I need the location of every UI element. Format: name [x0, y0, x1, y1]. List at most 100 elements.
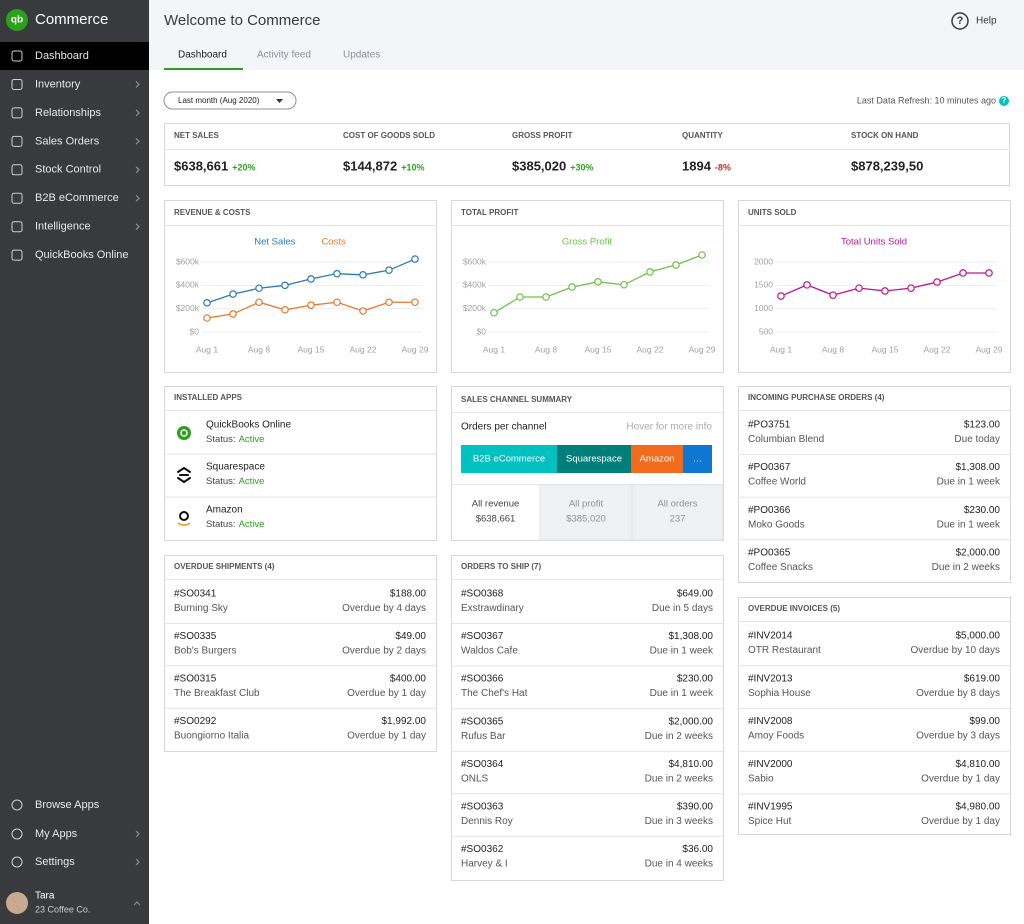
item-name: Buongiorno Italia	[174, 730, 249, 741]
x-tick-label: Aug 8	[248, 344, 270, 354]
panel	[738, 200, 1011, 373]
sidebar	[0, 0, 149, 924]
nav-item[interactable]: Sales Orders	[35, 135, 100, 147]
channel-name[interactable]: B2B eCommerce	[473, 454, 545, 465]
nav-item[interactable]: Browse Apps	[35, 799, 100, 811]
nav-item[interactable]: Stock Control	[35, 164, 101, 176]
item-name: Dennis Roy	[461, 816, 513, 827]
item-id[interactable]: #SO0364	[461, 759, 504, 770]
nav-item[interactable]: Inventory	[35, 78, 81, 90]
kpi-label: NET SALES	[174, 131, 220, 140]
chevron	[135, 166, 140, 174]
panel-title: ORDERS TO SHIP (7)	[461, 562, 542, 571]
item-id[interactable]: #PO3751	[748, 420, 791, 431]
kpi-value: $385,020	[512, 158, 566, 173]
item-status: Overdue by 1 day	[921, 816, 1000, 827]
nav-item[interactable]: Intelligence	[35, 221, 91, 233]
series-point	[385, 266, 393, 274]
panel	[164, 555, 437, 752]
app-icon	[179, 511, 189, 521]
nav-item[interactable]: Relationships	[35, 107, 102, 119]
item-name: Moko Goods	[748, 519, 805, 530]
item-id[interactable]: #SO0363	[461, 801, 504, 812]
nav-item[interactable]: QuickBooks Online	[35, 249, 129, 261]
nav-item[interactable]: B2B eCommerce	[35, 192, 119, 204]
item-id[interactable]: #PO0366	[748, 505, 791, 516]
series-point	[672, 261, 680, 269]
item-amount: $1,992.00	[382, 716, 427, 727]
item-id[interactable]: #INV2008	[748, 716, 793, 727]
item-name: Coffee World	[748, 477, 806, 488]
item-amount: $649.00	[677, 589, 714, 600]
kpi-label: QUANTITY	[682, 131, 724, 140]
kpi-value: $638,661	[174, 158, 228, 173]
x-tick-label: Aug 1	[196, 344, 218, 354]
item-id[interactable]: #SO0292	[174, 716, 217, 727]
series-point	[803, 281, 811, 289]
kpi-value: 1894	[682, 158, 712, 173]
item-id[interactable]: #INV2014	[748, 631, 793, 642]
item-amount: $4,810.00	[956, 759, 1001, 770]
nav-icon	[11, 192, 23, 204]
header	[149, 0, 1024, 70]
app-status: Active	[239, 476, 265, 487]
nav-icon	[11, 78, 23, 90]
tab[interactable]: Updates	[343, 50, 380, 61]
panel-title: REVENUE & COSTS	[174, 208, 251, 217]
series-point	[307, 275, 315, 283]
item-status: Overdue by 10 days	[911, 645, 1001, 656]
nav-item[interactable]: Settings	[35, 856, 75, 868]
x-tick-label: Aug 15	[298, 344, 325, 354]
refresh-help-icon[interactable]: ?	[1002, 96, 1007, 105]
channel-name[interactable]: …	[693, 454, 703, 465]
item-id[interactable]: #SO0366	[461, 674, 504, 685]
x-tick-label: Aug 8	[535, 344, 557, 354]
item-id[interactable]: #SO0315	[174, 673, 217, 684]
nav-icon	[11, 799, 23, 811]
chevron	[135, 81, 140, 88]
item-id[interactable]: #INV1995	[748, 802, 793, 813]
series-point	[411, 298, 419, 307]
item-id[interactable]: #SO0367	[461, 631, 504, 642]
total-cell	[631, 484, 724, 541]
item-status: Overdue by 4 days	[342, 603, 426, 614]
help-icon[interactable]: ?	[957, 15, 964, 27]
item-id[interactable]: #PO0365	[748, 547, 791, 558]
channel-name[interactable]: Squarespace	[566, 454, 622, 465]
channel-name[interactable]: Amazon	[640, 454, 675, 465]
item-id[interactable]: #SO0368	[461, 589, 504, 600]
item-id[interactable]: #PO0367	[748, 462, 791, 473]
app-status: Active	[239, 519, 265, 530]
tab[interactable]: Activity feed	[257, 50, 311, 61]
app-status: Active	[239, 434, 265, 445]
panel-title: OVERDUE INVOICES (5)	[748, 604, 840, 613]
item-id[interactable]: #INV2013	[748, 673, 793, 684]
total-cell	[539, 484, 633, 541]
help-link[interactable]: Help	[976, 16, 997, 27]
x-tick-label: Aug 29	[976, 344, 1003, 354]
app-icon-smile	[177, 522, 191, 526]
x-tick-label: Aug 29	[689, 344, 716, 354]
item-amount: $230.00	[677, 674, 714, 685]
item-id[interactable]: #INV2000	[748, 759, 793, 770]
nav-item[interactable]: My Apps	[35, 828, 78, 840]
item-id[interactable]: #SO0362	[461, 844, 504, 855]
channel-segment	[631, 445, 683, 473]
period-select	[163, 91, 297, 110]
item-name: Coffee Snacks	[748, 562, 813, 573]
series-point	[490, 308, 498, 317]
item-id[interactable]: #SO0341	[174, 589, 217, 600]
item-id[interactable]: #SO0365	[461, 716, 504, 727]
series-point	[933, 278, 941, 286]
item-id[interactable]: #SO0335	[174, 631, 217, 642]
period-label[interactable]: Last month (Aug 2020)	[178, 96, 260, 105]
nav-item[interactable]: Dashboard	[35, 50, 89, 62]
item-status: Due in 2 weeks	[932, 562, 1000, 573]
x-tick-label: Aug 29	[402, 344, 429, 354]
item-name: Harvey & I	[461, 858, 508, 869]
tab[interactable]: Dashboard	[178, 50, 227, 61]
item-amount: $1,308.00	[956, 462, 1001, 473]
channel-subtitle: Orders per channel	[461, 422, 547, 433]
item-status: Overdue by 3 days	[916, 731, 1000, 742]
item-status: Overdue by 1 day	[347, 730, 426, 741]
